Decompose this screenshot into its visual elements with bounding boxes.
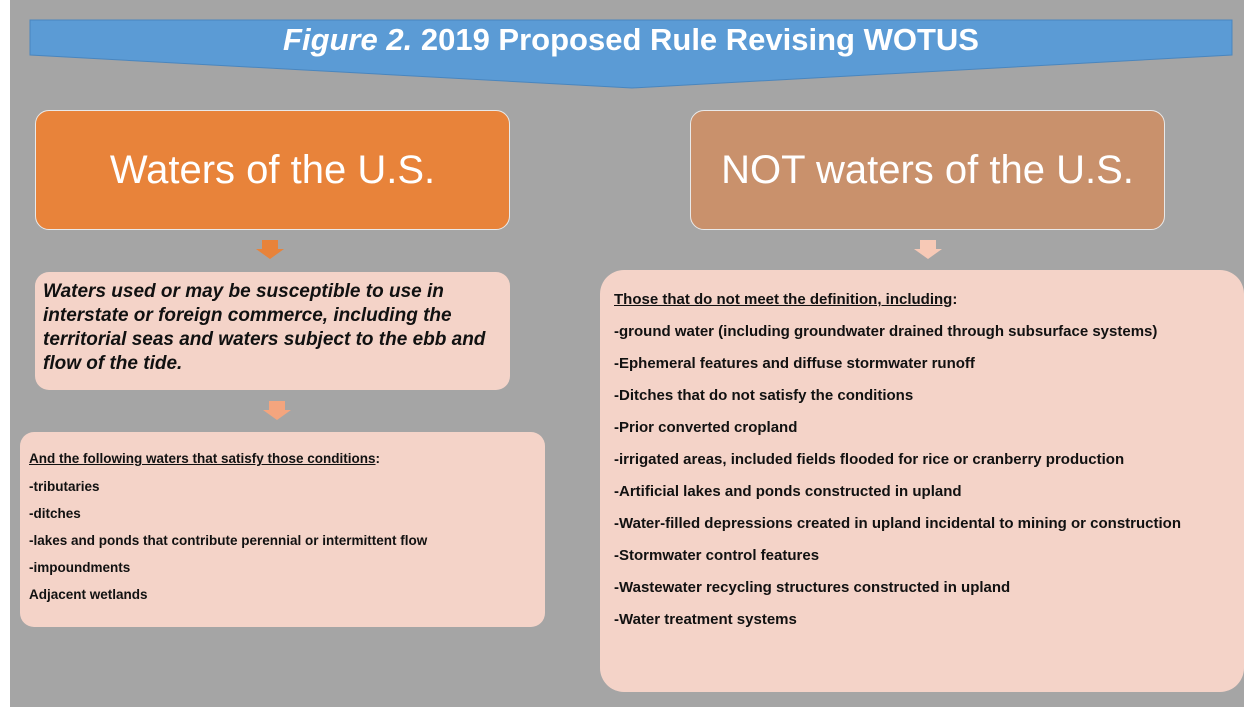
list-heading: And the following waters that satisfy th…: [29, 450, 537, 467]
title-prefix: Figure 2.: [283, 22, 413, 57]
list-item: -Water-filled depressions created in upl…: [614, 515, 1182, 532]
list-heading-text: And the following waters that satisfy th…: [29, 451, 376, 466]
title-banner: [29, 19, 1233, 89]
list-item: -impoundments: [29, 560, 131, 575]
arrow: [914, 240, 942, 259]
right-list-box: Those that do not meet the definition, i…: [600, 270, 1244, 692]
left-list-box: And the following waters that satisfy th…: [20, 432, 545, 627]
list-item: -Stormwater control features: [614, 547, 820, 564]
left-heading: Waters of the U.S.: [109, 147, 436, 192]
list-item: -Prior converted cropland: [614, 419, 798, 436]
list-heading-suffix: :: [375, 451, 381, 466]
list-item: -Artificial lakes and ponds constructed …: [614, 483, 962, 500]
list-heading-text: Those that do not meet the definition, i…: [614, 291, 953, 308]
arrow: [263, 401, 291, 420]
left-heading-box: Waters of the U.S.: [35, 110, 510, 230]
definition: Waters used or may be susceptible to use…: [43, 281, 486, 374]
list-item: -Wastewater recycling structures constru…: [614, 579, 1011, 596]
list-heading: Those that do not meet the definition, i…: [614, 288, 1236, 311]
list-item: -ditches: [29, 506, 81, 521]
list-item: -Ditches that do not satisfy the conditi…: [614, 387, 914, 404]
title: Figure 2. 2019 Proposed Rule Revising WO…: [30, 20, 1232, 60]
list-item: -ground water (including groundwater dra…: [614, 323, 1158, 340]
right-heading: NOT waters of the U.S.: [721, 147, 1134, 192]
list-item: -Water treatment systems: [614, 611, 797, 628]
definition-box: Waters used or may be susceptible to use…: [35, 272, 510, 390]
arrow: [256, 240, 284, 259]
list-item: -Ephemeral features and diffuse stormwat…: [614, 355, 975, 372]
right-heading-box: NOT waters of the U.S.: [690, 110, 1165, 230]
list-item: -tributaries: [29, 479, 100, 494]
list-item: Adjacent wetlands: [29, 587, 148, 602]
title-text: 2019 Proposed Rule Revising WOTUS: [420, 22, 979, 57]
list-heading-suffix: :: [952, 291, 958, 308]
list-item: -lakes and ponds that contribute perenni…: [29, 533, 428, 548]
list-item: -irrigated areas, included fields floode…: [614, 451, 1125, 468]
